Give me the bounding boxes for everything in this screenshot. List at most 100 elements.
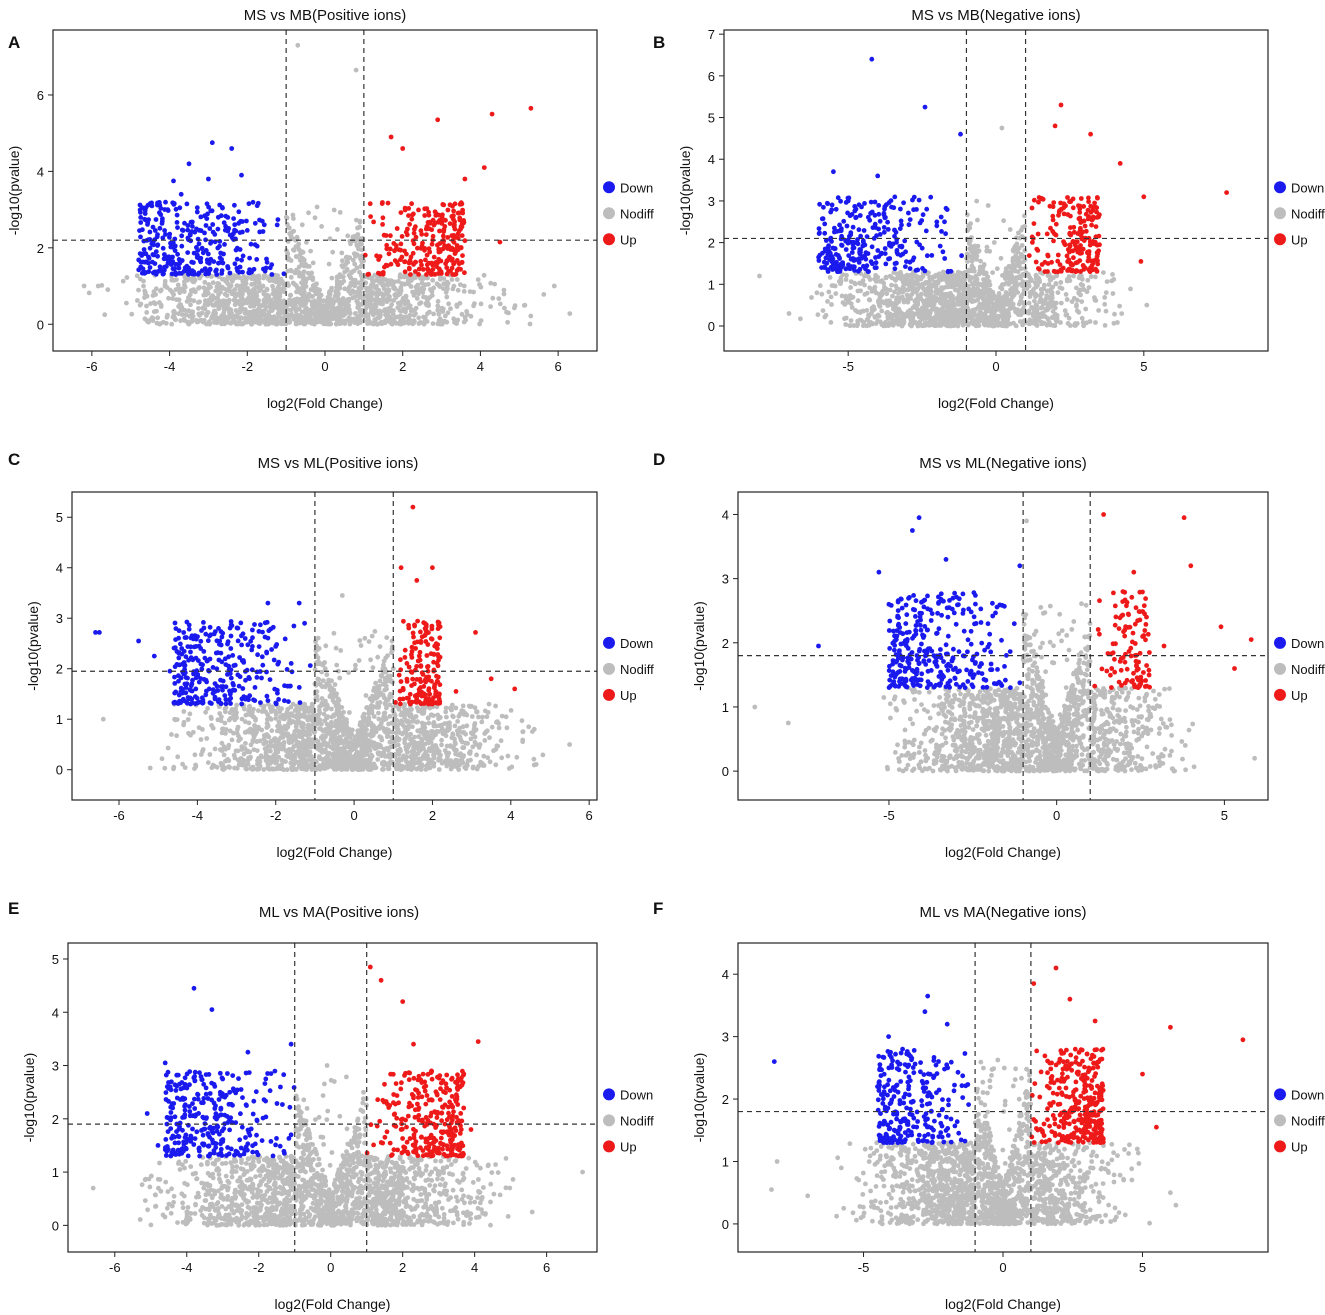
up-point — [391, 241, 397, 246]
nodiff-point — [334, 274, 340, 280]
nodiff-point — [401, 314, 407, 320]
down-point — [194, 209, 200, 215]
nodiff-point — [99, 283, 105, 288]
nodiff-point — [998, 255, 1004, 261]
down-point — [179, 271, 184, 276]
nodiff-point — [327, 291, 333, 297]
nodiff-point — [972, 275, 978, 280]
down-point — [856, 227, 862, 233]
down-point — [196, 270, 202, 276]
up-point — [371, 219, 376, 225]
up-outlier-point — [388, 134, 394, 140]
nodiff-point — [413, 311, 418, 316]
nodiff-point — [348, 316, 353, 322]
nodiff-point — [392, 279, 397, 285]
nodiff-point — [302, 296, 308, 302]
nodiff-point — [359, 241, 364, 247]
down-point — [830, 267, 835, 272]
nodiff-point — [155, 315, 161, 321]
nodiff-point — [269, 320, 274, 325]
down-point — [846, 253, 852, 258]
nodiff-point — [911, 288, 917, 294]
up-point — [398, 247, 404, 253]
nodiff-point — [928, 302, 934, 308]
nodiff-point — [206, 282, 212, 287]
down-point — [185, 223, 191, 228]
nodiff-point — [210, 303, 216, 308]
nodiff-point — [798, 316, 803, 322]
nodiff-point — [886, 302, 891, 307]
nodiff-point — [1029, 320, 1034, 326]
down-point — [870, 225, 876, 231]
nodiff-point — [935, 280, 941, 286]
nodiff-point — [975, 217, 980, 223]
nodiff-point — [1027, 294, 1033, 299]
down-point — [939, 229, 944, 234]
nodiff-point — [342, 269, 347, 275]
nodiff-point — [889, 316, 894, 321]
down-point — [853, 214, 859, 220]
nodiff-point — [809, 295, 814, 300]
up-outlier-point — [489, 111, 495, 117]
nodiff-point — [352, 282, 358, 288]
up-point — [1036, 199, 1041, 205]
y-tick-label: 0 — [37, 317, 44, 332]
nodiff-point — [179, 312, 185, 317]
nodiff-point — [472, 705, 478, 711]
up-point — [451, 208, 456, 214]
nodiff-point — [1117, 303, 1122, 309]
down-point — [873, 255, 878, 260]
down-point — [252, 220, 258, 226]
nodiff-point — [1081, 323, 1086, 329]
up-point — [458, 245, 464, 250]
up-point — [433, 260, 439, 265]
down-point — [162, 228, 168, 233]
nodiff-point — [152, 301, 158, 307]
nodiff-point — [1020, 283, 1025, 289]
down-point — [817, 201, 822, 207]
nodiff-point — [253, 285, 259, 290]
up-point — [426, 246, 432, 252]
up-point — [446, 243, 451, 249]
up-point — [1089, 258, 1095, 264]
down-point — [170, 266, 176, 272]
nodiff-point — [431, 311, 436, 317]
down-point — [217, 243, 222, 249]
up-point — [1074, 239, 1080, 245]
down-point — [143, 251, 149, 257]
down-point — [829, 207, 835, 213]
nodiff-point — [965, 259, 970, 264]
x-axis-label: log2(Fold Change) — [938, 395, 1054, 411]
nodiff-point — [984, 302, 990, 308]
down-point — [903, 264, 908, 269]
nodiff-point — [337, 282, 343, 288]
down-point — [959, 253, 964, 259]
nodiff-point — [940, 269, 946, 275]
up-point — [409, 201, 414, 207]
down-point — [856, 260, 862, 265]
down-point — [923, 228, 929, 234]
nodiff-point — [421, 294, 426, 300]
nodiff-point — [971, 250, 976, 256]
down-point — [889, 204, 894, 210]
nodiff-point — [307, 318, 313, 324]
down-point — [140, 227, 145, 233]
y-tick-label: 4 — [708, 152, 715, 167]
nodiff-point — [1020, 322, 1025, 328]
nodiff-point — [371, 321, 376, 327]
nodiff-point — [187, 292, 193, 298]
nodiff-point — [120, 278, 126, 284]
nodiff-point — [337, 210, 343, 215]
nodiff-point — [879, 308, 885, 314]
nodiff-point — [378, 309, 384, 314]
nodiff-point — [954, 277, 960, 283]
nodiff-point — [948, 284, 954, 290]
up-point — [448, 268, 453, 274]
up-point — [374, 253, 379, 259]
down-outlier-point — [922, 104, 928, 110]
nodiff-point — [134, 273, 140, 279]
nodiff-point — [936, 288, 941, 294]
y-tick-label: 2 — [708, 236, 715, 251]
nodiff-point — [367, 319, 372, 325]
up-point — [1094, 268, 1100, 274]
